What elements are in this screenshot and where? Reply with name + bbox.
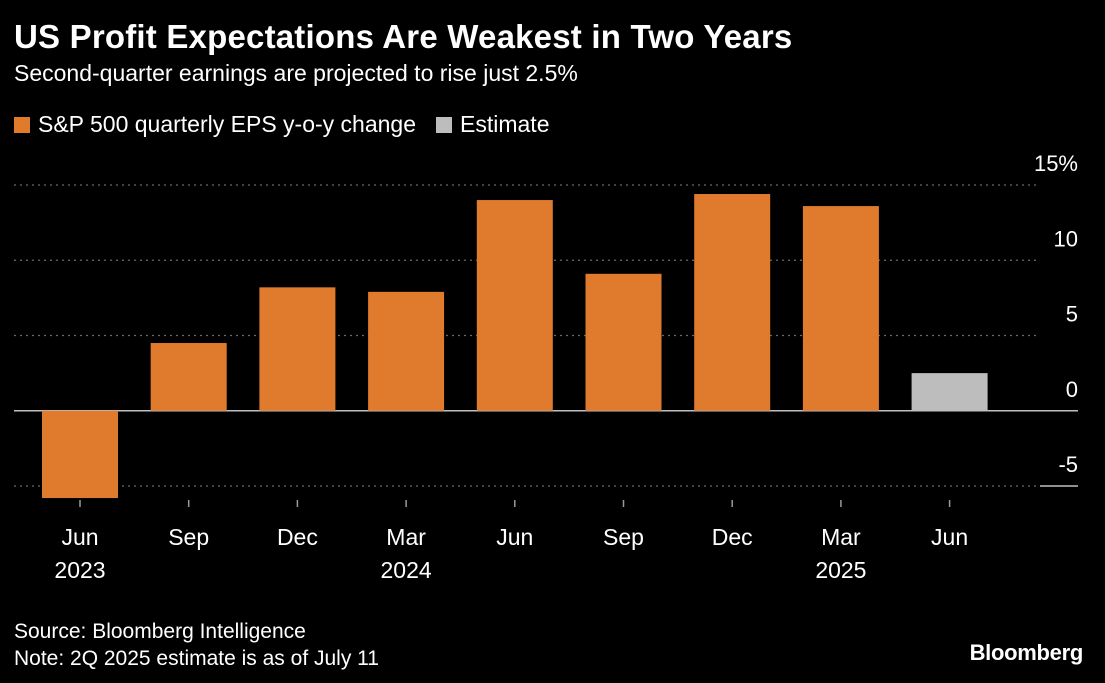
x-tick-year-label: 2025 (815, 557, 866, 583)
bar (42, 410, 118, 499)
bar (694, 194, 771, 411)
x-tick-label: Jun (931, 524, 968, 550)
x-tick-label: Jun (496, 524, 533, 550)
x-tick-label: Mar (821, 524, 861, 550)
legend-label-actual: S&P 500 quarterly EPS y-o-y change (38, 111, 417, 137)
x-tick-label: Mar (386, 524, 426, 550)
y-tick-label: 10 (1054, 226, 1078, 251)
legend-item-estimate: Estimate (436, 111, 550, 138)
bar (476, 200, 553, 411)
bloomberg-logo: Bloomberg (969, 640, 1084, 665)
bar (259, 287, 336, 411)
chart-legend: S&P 500 quarterly EPS y-o-y change Estim… (14, 111, 570, 138)
x-tick-label: Jun (61, 524, 98, 550)
chart-footer: Source: Bloomberg Intelligence Note: 2Q … (14, 618, 379, 672)
y-tick-label: 5 (1066, 302, 1078, 327)
x-tick-label: Sep (603, 524, 644, 550)
y-tick-label: -5 (1058, 452, 1078, 477)
bar (911, 373, 988, 411)
bar (802, 206, 879, 411)
bar (585, 273, 662, 411)
bar (368, 291, 445, 411)
bar (150, 343, 227, 411)
x-tick-year-label: 2024 (381, 557, 432, 583)
y-tick-label: 15% (1034, 151, 1078, 176)
legend-item-actual: S&P 500 quarterly EPS y-o-y change (14, 111, 416, 138)
source-note: Source: Bloomberg Intelligence (14, 620, 306, 643)
legend-swatch-actual (14, 116, 30, 133)
x-tick-label: Sep (168, 524, 209, 550)
chart-subtitle: Second-quarter earnings are projected to… (14, 60, 578, 86)
legend-label-estimate: Estimate (460, 111, 550, 137)
x-tick-year-label: 2023 (54, 557, 105, 583)
x-tick-label: Dec (712, 524, 753, 550)
chart-title: US Profit Expectations Are Weakest in Tw… (14, 18, 793, 55)
y-tick-label: 0 (1066, 377, 1078, 402)
legend-swatch-estimate (436, 116, 453, 133)
estimate-note: Note: 2Q 2025 estimate is as of July 11 (14, 647, 379, 670)
x-tick-label: Dec (277, 524, 318, 550)
